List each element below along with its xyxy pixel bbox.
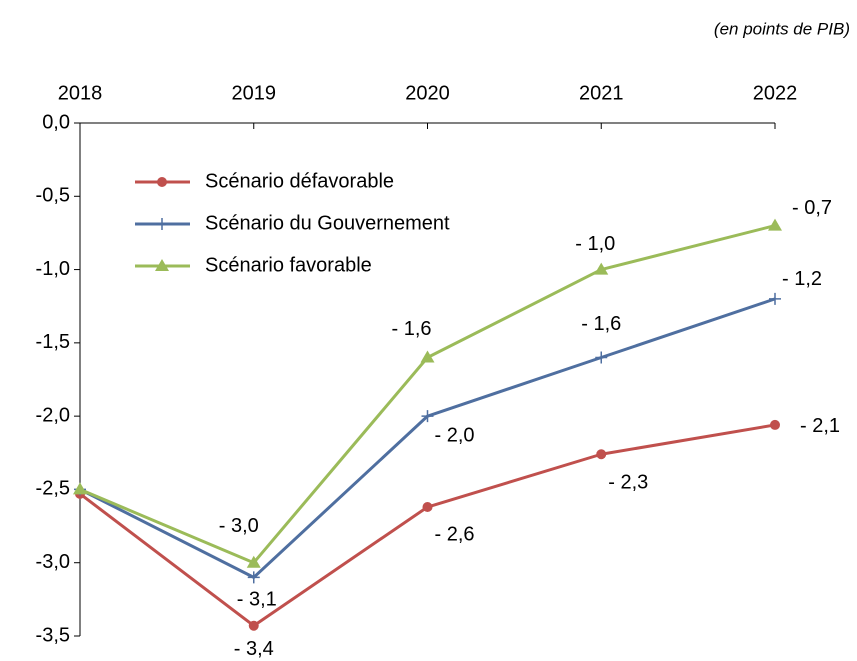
data-label: - 2,6 <box>434 523 474 545</box>
y-tick-label: -2,0 <box>36 404 70 426</box>
data-point <box>770 419 780 430</box>
y-tick-label: -3,0 <box>36 551 70 573</box>
series-line <box>79 224 776 565</box>
x-tick-label: 2019 <box>232 82 277 104</box>
data-label: - 2,3 <box>608 472 648 494</box>
data-point <box>421 410 434 423</box>
legend-marker <box>155 259 169 271</box>
y-tick-label: 0,0 <box>42 111 70 133</box>
annotation: (en points de PIB) <box>714 19 850 38</box>
data-point <box>246 555 261 568</box>
data-label: - 3,4 <box>234 638 274 660</box>
data-label: - 1,2 <box>782 268 822 290</box>
data-point <box>422 502 433 513</box>
x-tick-label: 2022 <box>753 82 798 104</box>
y-tick-label: -1,0 <box>36 258 70 280</box>
legend-marker <box>157 177 167 187</box>
data-label: - 0,7 <box>792 197 832 219</box>
y-tick-label: -1,5 <box>36 331 70 353</box>
legend-label: Scénario du Gouvernement <box>205 212 450 234</box>
y-tick-label: -2,5 <box>36 478 70 500</box>
data-point <box>594 262 609 275</box>
data-label: - 3,0 <box>219 515 259 537</box>
data-label: - 3,1 <box>237 589 277 611</box>
data-point <box>420 350 435 363</box>
data-label: - 2,0 <box>434 424 474 446</box>
data-label: - 1,0 <box>575 233 615 255</box>
data-point <box>768 218 782 231</box>
y-tick-label: -0,5 <box>36 185 70 207</box>
series-line <box>79 297 776 579</box>
series-line <box>79 423 776 628</box>
data-point <box>247 571 260 584</box>
data-point <box>73 482 87 495</box>
data-point <box>248 620 259 631</box>
x-tick-label: 2020 <box>405 82 450 104</box>
legend-marker <box>156 218 168 230</box>
data-point <box>595 351 608 364</box>
data-point <box>596 449 607 460</box>
y-tick-label: -3,5 <box>36 624 70 646</box>
legend-label: Scénario défavorable <box>205 170 394 192</box>
x-tick-label: 2021 <box>579 82 624 104</box>
legend-label: Scénario favorable <box>205 254 372 276</box>
data-label: - 1,6 <box>391 318 431 340</box>
x-tick-label: 2018 <box>58 82 103 104</box>
data-label: - 2,1 <box>800 415 840 437</box>
data-label: - 1,6 <box>581 313 621 335</box>
data-point <box>769 292 781 305</box>
